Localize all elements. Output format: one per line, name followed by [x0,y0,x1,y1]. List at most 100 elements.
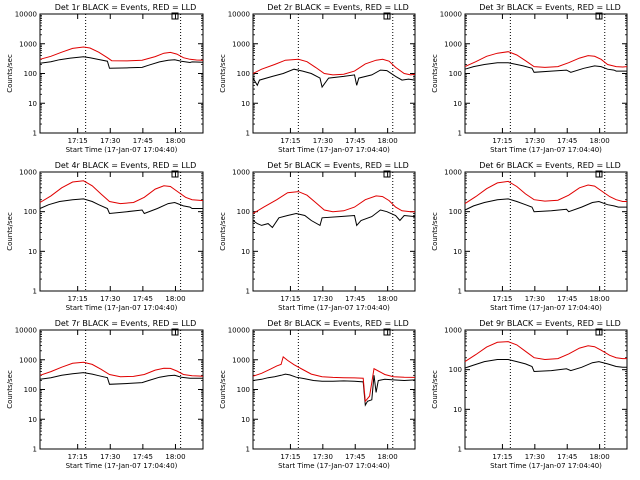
events-series-line [464,359,627,373]
y-axis-label: Counts/sec [6,370,14,409]
x-tick-label: 18:00 [378,295,398,303]
x-tick-label: 18:00 [590,137,610,145]
x-tick-label: 17:45 [133,295,153,303]
y-tick-label: 10 [28,248,37,256]
plot-frame [252,171,416,292]
chart-panel-1: Det 1r BLACK = Events, RED = LLD 1 10 100 10… [6,3,204,154]
corner-marker [383,328,391,336]
x-tick-label: 17:15 [280,137,300,145]
y-axis-label: Counts/sec [219,370,227,409]
y-tick-label: 1 [33,288,37,296]
y-tick-label: 1000 [19,169,37,177]
x-tick-label: 18:00 [165,295,185,303]
x-tick-label: 17:30 [525,295,545,303]
x-tick-label: 17:30 [313,453,333,461]
x-axis-label: Start Time (17-Jan-07 17:04:40) [278,146,390,154]
y-axis-label: Counts/sec [431,212,439,251]
x-axis-label: Start Time (17-Jan-07 17:04:40) [490,304,602,312]
x-tick-label: 17:30 [525,137,545,145]
lld-series-line [464,180,627,205]
y-tick-label: 10 [241,416,250,424]
lld-series-line [39,46,204,62]
plot-frame [39,329,204,450]
y-axis-label: Counts/sec [431,54,439,93]
y-tick-label: 10 [453,406,462,414]
x-tick-label: 17:15 [280,453,300,461]
x-tick-label: 17:15 [492,137,512,145]
plot-frame [39,13,204,134]
x-tick-label: 18:00 [165,453,185,461]
chart-panel-6: Det 6r BLACK = Events, RED = LLD 1 10 100 10… [431,161,628,312]
x-tick-label: 17:45 [557,295,577,303]
chart-panel-8: Det 8r BLACK = Events, RED = LLD 1 10 100 10… [219,319,416,470]
x-axis-label: Start Time (17-Jan-07 17:04:40) [278,304,390,312]
chart-title: Det 9r BLACK = Events, RED = LLD [479,319,621,328]
chart-title: Det 7r BLACK = Events, RED = LLD [55,319,197,328]
corner-marker [595,12,603,20]
chart-panel-2: Det 2r BLACK = Events, RED = LLD 1 10 100 10… [219,3,416,154]
y-axis-label: Counts/sec [6,212,14,251]
y-tick-label: 10000 [440,11,462,19]
y-tick-label: 10000 [228,327,250,335]
y-tick-label: 1 [33,446,37,454]
x-tick-label: 18:00 [165,137,185,145]
x-tick-label: 17:45 [133,137,153,145]
y-tick-label: 1000 [232,356,250,364]
chart-title: Det 4r BLACK = Events, RED = LLD [55,161,197,170]
y-tick-label: 100 [24,386,37,394]
x-tick-label: 17:30 [313,295,333,303]
x-axis-label: Start Time (17-Jan-07 17:04:40) [490,146,602,154]
y-tick-label: 1000 [19,40,37,48]
x-tick-label: 17:30 [525,453,545,461]
y-tick-label: 10 [28,100,37,108]
x-tick-label: 18:00 [590,295,610,303]
x-tick-label: 17:30 [100,137,120,145]
y-tick-label: 10000 [15,11,37,19]
y-tick-label: 1000 [444,327,462,335]
y-tick-label: 100 [449,70,462,78]
y-tick-label: 10 [453,100,462,108]
chart-panel-9: Det 9r BLACK = Events, RED = LLD 1 10 100 10… [431,319,628,470]
plot-frame [39,171,204,292]
y-tick-label: 1000 [232,40,250,48]
chart-panel-7: Det 7r BLACK = Events, RED = LLD 1 10 100 10… [6,319,204,470]
y-tick-label: 1000 [444,40,462,48]
lld-series-line [252,191,415,214]
y-tick-label: 1 [458,446,462,454]
chart-title: Det 5r BLACK = Events, RED = LLD [267,161,409,170]
events-series-line [39,198,203,215]
events-series-line [252,209,416,229]
lld-series-line [252,356,416,403]
y-tick-label: 1 [246,288,250,296]
events-series-line [252,373,416,407]
y-tick-label: 1 [246,130,250,138]
x-tick-label: 17:15 [280,295,300,303]
y-tick-label: 100 [237,386,250,394]
chart-panel-5: Det 5r BLACK = Events, RED = LLD 1 10 100 10… [219,161,416,312]
events-series-line [39,372,203,385]
y-tick-label: 100 [237,208,250,216]
x-tick-label: 17:15 [492,453,512,461]
lld-series-line [39,180,204,205]
x-axis-label: Start Time (17-Jan-07 17:04:40) [66,146,178,154]
x-tick-label: 17:15 [68,453,88,461]
chart-panel-3: Det 3r BLACK = Events, RED = LLD 1 10 100 10… [431,3,628,154]
x-axis-label: Start Time (17-Jan-07 17:04:40) [66,462,178,470]
y-tick-label: 10 [241,248,250,256]
y-tick-label: 100 [237,70,250,78]
x-tick-label: 18:00 [378,137,398,145]
lld-series-line [39,361,204,378]
lld-series-line [464,51,628,68]
y-tick-label: 10000 [228,11,250,19]
plot-frame [252,329,416,450]
y-axis-label: Counts/sec [6,54,14,93]
chart-panel-4: Det 4r BLACK = Events, RED = LLD 1 10 100 10… [6,161,204,312]
x-axis-label: Start Time (17-Jan-07 17:04:40) [278,462,390,470]
events-series-line [39,56,204,69]
y-tick-label: 1 [246,446,250,454]
chart-title: Det 3r BLACK = Events, RED = LLD [479,3,621,12]
corner-marker [383,12,391,20]
y-tick-label: 1000 [232,169,250,177]
x-tick-label: 17:30 [313,137,333,145]
